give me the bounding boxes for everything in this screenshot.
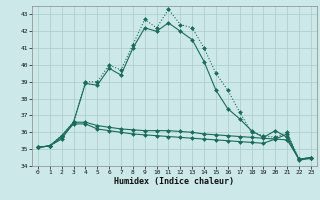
X-axis label: Humidex (Indice chaleur): Humidex (Indice chaleur) — [115, 177, 234, 186]
